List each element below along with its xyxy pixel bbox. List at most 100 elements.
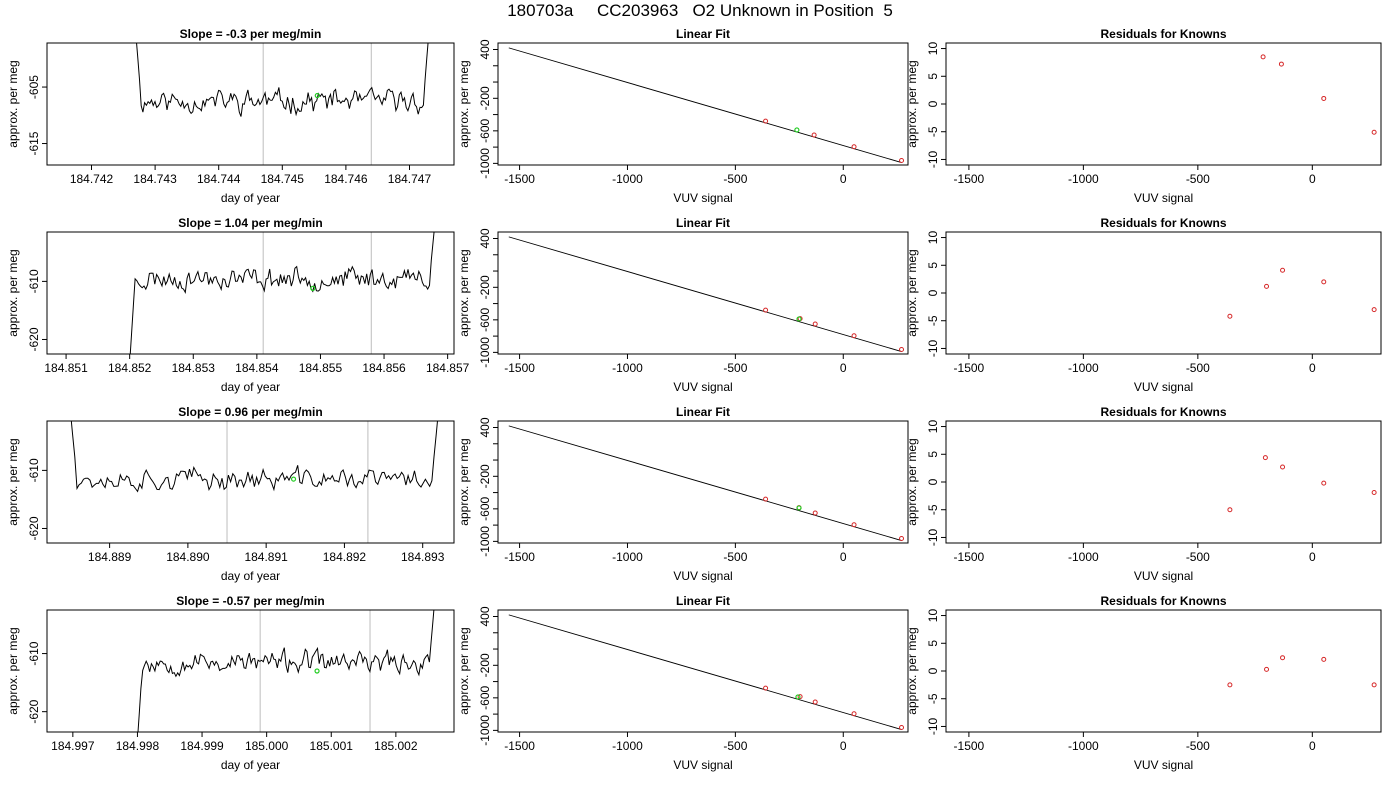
plot-frame bbox=[497, 231, 909, 355]
x-tick-label: 184.853 bbox=[172, 361, 216, 375]
x-tick-label: -1500 bbox=[504, 172, 535, 186]
y-tick-label: -610 bbox=[27, 458, 41, 482]
x-tick-label: 184.856 bbox=[362, 361, 406, 375]
x-tick-label: -1000 bbox=[612, 550, 643, 564]
y-axis-label: approx. per meg bbox=[6, 249, 20, 336]
x-tick-label: -500 bbox=[1186, 739, 1210, 753]
x-tick-label: 184.889 bbox=[88, 550, 132, 564]
residual-point bbox=[1321, 656, 1327, 662]
x-tick-label: -500 bbox=[723, 361, 747, 375]
x-tick-label: 184.892 bbox=[323, 550, 367, 564]
y-tick-label: 400 bbox=[478, 606, 492, 626]
unknown-sample-point bbox=[314, 92, 320, 99]
chart-title: Residuals for Knowns bbox=[1100, 405, 1226, 419]
chart-title: Linear Fit bbox=[676, 594, 730, 608]
known-standard-point bbox=[899, 536, 905, 542]
x-tick-label: 184.998 bbox=[116, 739, 160, 753]
y-axis-label: approx. per meg bbox=[457, 627, 471, 714]
x-tick-label: 184.747 bbox=[388, 172, 432, 186]
plot-area bbox=[1227, 267, 1377, 319]
unknown-sample-point bbox=[796, 505, 802, 511]
y-tick-label: -200 bbox=[478, 464, 492, 488]
x-tick-label: 0 bbox=[840, 361, 847, 375]
x-tick-label: 0 bbox=[1309, 739, 1316, 753]
y-axis-label: approx. per meg bbox=[6, 438, 20, 525]
x-tick-label: -1000 bbox=[612, 361, 643, 375]
known-standard-point bbox=[763, 118, 769, 124]
y-axis-label: approx. per meg bbox=[905, 60, 919, 147]
x-tick-label: -1500 bbox=[954, 739, 985, 753]
y-axis-label: approx. per meg bbox=[905, 438, 919, 525]
x-tick-label: -1000 bbox=[1068, 550, 1099, 564]
x-tick-label: 184.997 bbox=[51, 739, 95, 753]
x-tick-label: -1500 bbox=[504, 361, 535, 375]
y-tick-label: -620 bbox=[27, 699, 41, 723]
x-tick-label: 184.890 bbox=[166, 550, 210, 564]
y-axis-label: approx. per meg bbox=[457, 249, 471, 336]
x-tick-label: -1500 bbox=[504, 550, 535, 564]
chart-title: Linear Fit bbox=[676, 216, 730, 230]
x-tick-label: 0 bbox=[840, 550, 847, 564]
plot-area bbox=[508, 425, 905, 542]
known-standard-point bbox=[851, 522, 857, 528]
residual-point bbox=[1280, 464, 1286, 470]
x-axis-label: VUV signal bbox=[673, 569, 732, 583]
chart-panel-1-timeseries: Slope = -0.3 per meg/min 184.742 184.743 18… bbox=[6, 27, 455, 205]
residual-point bbox=[1321, 279, 1327, 285]
y-tick-label: -600 bbox=[478, 119, 492, 143]
x-tick-label: 184.851 bbox=[44, 361, 88, 375]
y-tick-label: 400 bbox=[478, 417, 492, 437]
x-tick-label: 0 bbox=[840, 172, 847, 186]
known-standard-point bbox=[763, 685, 769, 691]
x-axis-label: VUV signal bbox=[673, 191, 732, 205]
plot-area bbox=[1260, 54, 1377, 135]
x-tick-label: -1000 bbox=[612, 739, 643, 753]
known-standard-point bbox=[812, 699, 818, 705]
known-standard-point bbox=[851, 144, 857, 150]
known-standard-point bbox=[811, 132, 817, 138]
known-standard-point bbox=[899, 347, 905, 353]
y-tick-label: -10 bbox=[926, 528, 940, 546]
plot-frame bbox=[46, 609, 455, 733]
x-axis-label: VUV signal bbox=[1134, 380, 1193, 394]
y-tick-label: -610 bbox=[27, 641, 41, 665]
y-axis-label: approx. per meg bbox=[6, 60, 20, 147]
x-tick-label: 184.746 bbox=[324, 172, 368, 186]
plot-frame bbox=[46, 420, 455, 544]
plot-area bbox=[508, 47, 905, 164]
x-tick-label: -1000 bbox=[1068, 172, 1099, 186]
x-axis-label: VUV signal bbox=[673, 380, 732, 394]
residual-point bbox=[1371, 682, 1377, 688]
x-axis-label: VUV signal bbox=[1134, 191, 1193, 205]
plot-frame bbox=[497, 420, 909, 544]
x-axis-label: VUV signal bbox=[1134, 758, 1193, 772]
x-tick-label: -500 bbox=[1186, 550, 1210, 564]
x-tick-label: -1000 bbox=[1068, 739, 1099, 753]
residual-point bbox=[1321, 480, 1327, 486]
y-axis-label: approx. per meg bbox=[457, 60, 471, 147]
known-standard-point bbox=[797, 694, 803, 700]
unknown-sample-point bbox=[794, 127, 800, 133]
known-standard-point bbox=[812, 510, 818, 516]
plot-area bbox=[136, 43, 429, 165]
y-tick-label: -1000 bbox=[478, 526, 492, 557]
chart-panel-3-fit: Linear Fit -1500 -1000 -500 0 -1000 -600 -200 40… bbox=[457, 405, 909, 583]
plot-frame bbox=[945, 231, 1382, 355]
x-axis-label: day of year bbox=[221, 191, 280, 205]
known-standard-point bbox=[851, 711, 857, 717]
known-standard-point bbox=[763, 496, 769, 502]
y-tick-label: 5 bbox=[926, 73, 940, 80]
page-title: 180703a CC203963 O2 Unknown in Position … bbox=[507, 1, 893, 20]
x-tick-label: 0 bbox=[1309, 361, 1316, 375]
plot-area bbox=[137, 610, 435, 732]
x-tick-label: -1500 bbox=[954, 172, 985, 186]
chart-title: Residuals for Knowns bbox=[1100, 594, 1226, 608]
y-tick-label: 5 bbox=[926, 451, 940, 458]
unknown-sample-point bbox=[795, 694, 801, 700]
y-tick-label: -10 bbox=[926, 150, 940, 168]
x-axis-label: day of year bbox=[221, 758, 280, 772]
unknown-sample-point bbox=[314, 668, 320, 674]
plot-frame bbox=[945, 42, 1382, 166]
residual-point bbox=[1371, 490, 1377, 496]
residual-point bbox=[1321, 95, 1327, 101]
